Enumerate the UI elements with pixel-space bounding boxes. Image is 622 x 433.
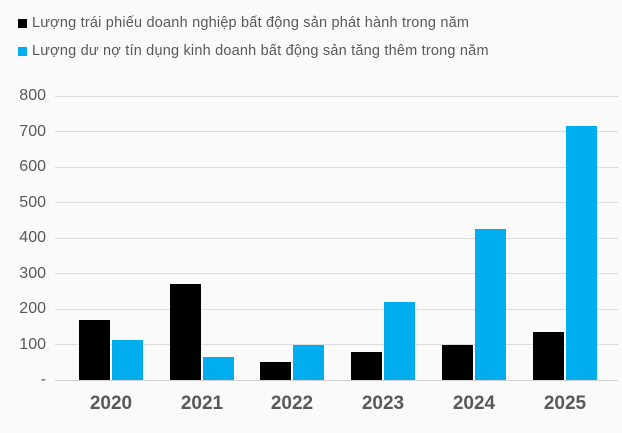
x-tick-label-2023: 2023 xyxy=(361,393,405,414)
legend-label-credit-growth: Lượng dư nợ tín dụng kinh doanh bất động… xyxy=(32,43,489,59)
gridline-600 xyxy=(55,166,618,168)
gridline-400 xyxy=(55,237,618,239)
x-tick-label-2024: 2024 xyxy=(452,393,496,414)
y-tick-label-500: 500 xyxy=(19,193,46,211)
x-tick-label-2025: 2025 xyxy=(543,393,587,414)
legend-item-credit-growth: Lượng dư nợ tín dụng kinh doanh bất động… xyxy=(18,37,489,65)
legend-label-bond-issuance: Lượng trái phiếu doanh nghiệp bất động s… xyxy=(32,15,470,31)
bar-credit-growth-2025 xyxy=(566,126,597,380)
y-tick-label-800: 800 xyxy=(19,87,46,104)
x-tick-label-2020: 2020 xyxy=(89,393,133,414)
y-tick-label-200: 200 xyxy=(19,300,46,317)
y-tick-label-0: - xyxy=(40,371,46,388)
y-tick-label-300: 300 xyxy=(19,264,46,282)
x-tick-label-2022: 2022 xyxy=(270,393,314,414)
legend-swatch-black-icon xyxy=(18,18,27,28)
gridline-300 xyxy=(55,273,618,274)
bar-bond-issuance-2020 xyxy=(79,319,110,380)
y-tick-label-100: 100 xyxy=(19,335,46,353)
bar-credit-growth-2023 xyxy=(384,301,415,380)
gridline-800 xyxy=(55,95,618,97)
bar-bond-issuance-2023 xyxy=(351,352,382,380)
bar-bond-issuance-2024 xyxy=(442,344,473,380)
bar-bond-issuance-2025 xyxy=(533,332,564,380)
gridline-0 xyxy=(55,379,618,381)
gridline-500 xyxy=(55,202,618,203)
bar-credit-growth-2020 xyxy=(112,339,143,380)
bar-credit-growth-2021 xyxy=(203,356,234,380)
y-tick-label-400: 400 xyxy=(19,229,46,246)
bar-bond-issuance-2021 xyxy=(170,284,201,380)
legend-swatch-cyan-icon xyxy=(18,46,27,56)
gridline-100 xyxy=(55,344,618,345)
x-tick-label-2021: 2021 xyxy=(180,393,224,414)
legend-item-bond-issuance: Lượng trái phiếu doanh nghiệp bất động s… xyxy=(18,9,489,37)
chart-legend: Lượng trái phiếu doanh nghiệp bất động s… xyxy=(18,9,489,65)
gridline-200 xyxy=(55,308,618,310)
gridline-700 xyxy=(55,131,618,132)
bar-credit-growth-2022 xyxy=(293,344,324,380)
bar-bond-issuance-2022 xyxy=(260,362,291,380)
bar-credit-growth-2024 xyxy=(475,229,506,380)
y-tick-label-700: 700 xyxy=(19,122,46,140)
y-tick-label-600: 600 xyxy=(19,158,46,175)
